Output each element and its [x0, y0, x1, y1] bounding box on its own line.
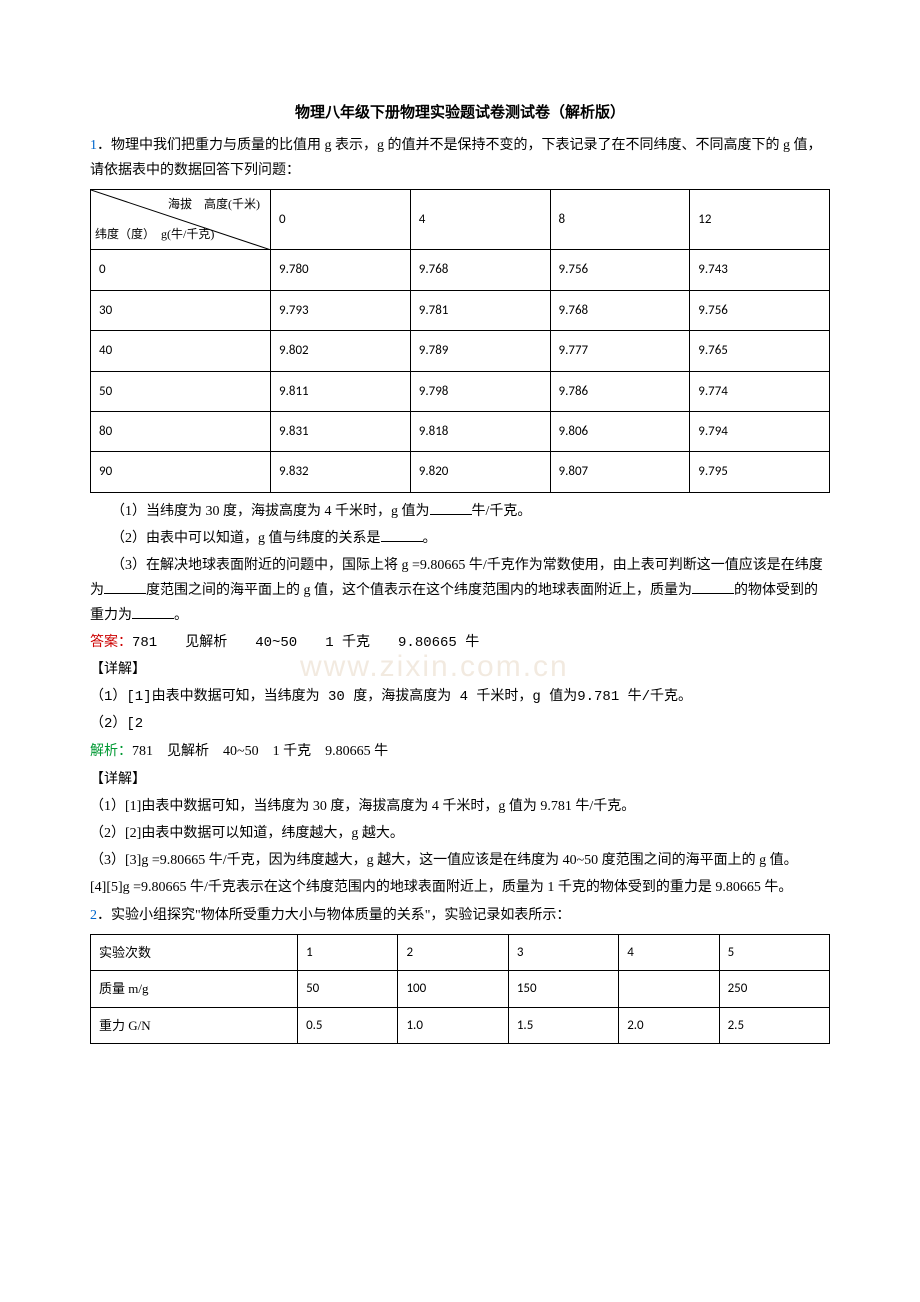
diag-top-label: 海拔 高度(千米) [168, 194, 260, 216]
cell: 9.820 [410, 452, 550, 492]
cell: 9.794 [690, 411, 830, 451]
page-title: 物理八年级下册物理实验题试卷测试卷（解析版） [90, 100, 830, 127]
cell: 9.777 [550, 331, 690, 371]
detail-1: （1）[1]由表中数据可知，当纬度为 30 度，海拔高度为 4 千米时，g 值为… [90, 685, 830, 710]
blank [692, 580, 734, 594]
t2-cell: 1.0 [398, 1007, 508, 1043]
cell: 9.774 [690, 371, 830, 411]
col-h: 12 [690, 190, 830, 250]
t2-h: 2 [398, 934, 508, 970]
t2-cell: 2.5 [719, 1007, 829, 1043]
lat-cell: 80 [91, 411, 271, 451]
t2-cell: 2.0 [619, 1007, 719, 1043]
q1-number: 1 [90, 138, 97, 153]
lat-cell: 30 [91, 290, 271, 330]
t2-cell: 250 [719, 971, 829, 1007]
q1-intro-text: ．物理中我们把重力与质量的比值用 g 表示，g 的值并不是保持不变的，下表记录了… [90, 138, 822, 178]
detail-label-2: 【详解】 [90, 767, 830, 792]
cell: 9.795 [690, 452, 830, 492]
cell: 9.807 [550, 452, 690, 492]
t2-cell: 150 [508, 971, 618, 1007]
cell: 9.756 [690, 290, 830, 330]
t2-h: 1 [298, 934, 398, 970]
t2-h: 5 [719, 934, 829, 970]
t2-rowlabel: 质量 m/g [91, 971, 298, 1007]
col-h: 8 [550, 190, 690, 250]
q1-sub2: （2）由表中可以知道，g 值与纬度的关系是 。 [90, 526, 830, 551]
cell: 9.768 [410, 250, 550, 290]
t2-h: 3 [508, 934, 618, 970]
q2-number: 2 [90, 908, 97, 923]
t2-h: 4 [619, 934, 719, 970]
cell: 9.781 [410, 290, 550, 330]
lat-cell: 40 [91, 331, 271, 371]
lat-cell: 90 [91, 452, 271, 492]
col-h: 0 [271, 190, 411, 250]
diag-bot-label: 纬度（度） g(牛/千克) [95, 224, 214, 246]
q1-table: 海拔 高度(千米) 纬度（度） g(牛/千克) 0 4 8 12 09.7809… [90, 189, 830, 492]
table-diag-header: 海拔 高度(千米) 纬度（度） g(牛/千克) [91, 190, 271, 250]
text: 。 [423, 531, 437, 546]
col-h: 4 [410, 190, 550, 250]
text: （2）由表中可以知道，g 值与纬度的关系是 [111, 531, 381, 546]
answer-text: 781 见解析 40~50 1 千克 9.80665 牛 [132, 635, 479, 651]
t2-h: 实验次数 [91, 934, 298, 970]
analysis-label: 解析： [90, 744, 132, 759]
blank [381, 528, 423, 542]
detail-label: 【详解】 [90, 658, 830, 683]
t2-rowlabel: 重力 G/N [91, 1007, 298, 1043]
text: （1）当纬度为 30 度，海拔高度为 4 千米时，g 值为 [111, 504, 430, 519]
t2-cell: 1.5 [508, 1007, 618, 1043]
cell: 9.789 [410, 331, 550, 371]
cell: 9.802 [271, 331, 411, 371]
cell: 9.756 [550, 250, 690, 290]
lat-cell: 50 [91, 371, 271, 411]
cell: 9.780 [271, 250, 411, 290]
text: 度范围之间的海平面上的 g 值，这个值表示在这个纬度范围内的地球表面附近上，质量… [146, 583, 692, 598]
text: 。 [174, 608, 188, 623]
detail-2: （2）[2 [90, 712, 830, 737]
q1-analysis: 解析：781 见解析 40~50 1 千克 9.80665 牛 [90, 739, 830, 764]
q1-answer: 答案：781 见解析 40~50 1 千克 9.80665 牛 [90, 631, 830, 656]
cell: 9.831 [271, 411, 411, 451]
cell: 9.765 [690, 331, 830, 371]
blank [104, 580, 146, 594]
t2-cell: 0.5 [298, 1007, 398, 1043]
t2-cell [619, 971, 719, 1007]
t2-cell: 100 [398, 971, 508, 1007]
detail-d4: [4][5]g =9.80665 牛/千克表示在这个纬度范围内的地球表面附近上，… [90, 875, 830, 900]
q1-sub3: （3）在解决地球表面附近的问题中，国际上将 g =9.80665 牛/千克作为常… [90, 553, 830, 629]
blank [430, 501, 472, 515]
cell: 9.786 [550, 371, 690, 411]
detail-d2: （2）[2]由表中数据可以知道，纬度越大，g 越大。 [90, 821, 830, 846]
lat-cell: 0 [91, 250, 271, 290]
t2-cell: 50 [298, 971, 398, 1007]
q2-table: 实验次数 1 2 3 4 5 质量 m/g 50 100 150 250 重力 … [90, 934, 830, 1044]
cell: 9.832 [271, 452, 411, 492]
analysis-text: 781 见解析 40~50 1 千克 9.80665 牛 [132, 744, 388, 759]
detail-d3: （3）[3]g =9.80665 牛/千克，因为纬度越大，g 越大，这一值应该是… [90, 848, 830, 873]
cell: 9.798 [410, 371, 550, 411]
detail-d1: （1）[1]由表中数据可知，当纬度为 30 度，海拔高度为 4 千米时，g 值为… [90, 794, 830, 819]
blank [132, 605, 174, 619]
cell: 9.768 [550, 290, 690, 330]
cell: 9.793 [271, 290, 411, 330]
cell: 9.811 [271, 371, 411, 411]
q2-intro-text: ．实验小组探究"物体所受重力大小与物体质量的关系"，实验记录如表所示： [97, 908, 570, 923]
q1-sub1: （1）当纬度为 30 度，海拔高度为 4 千米时，g 值为 牛/千克。 [90, 499, 830, 524]
cell: 9.818 [410, 411, 550, 451]
q2-intro: 2．实验小组探究"物体所受重力大小与物体质量的关系"，实验记录如表所示： [90, 903, 830, 928]
text: 牛/千克。 [472, 504, 532, 519]
cell: 9.743 [690, 250, 830, 290]
q1-intro: 1．物理中我们把重力与质量的比值用 g 表示，g 的值并不是保持不变的，下表记录… [90, 133, 830, 183]
cell: 9.806 [550, 411, 690, 451]
answer-label: 答案： [90, 635, 132, 651]
